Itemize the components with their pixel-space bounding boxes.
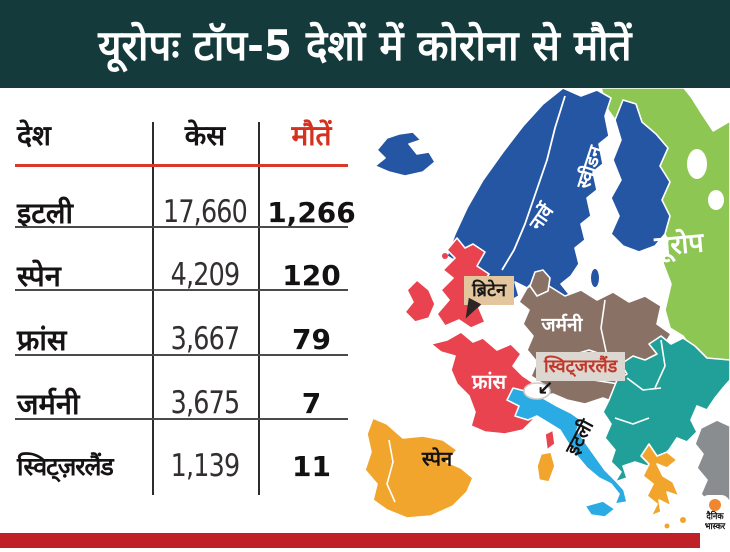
map-island-gotland [591, 269, 599, 287]
map-region-ireland [404, 279, 436, 323]
map-lake [687, 149, 707, 179]
bottom-red-bar [0, 533, 730, 548]
row-country: इटली [17, 195, 74, 230]
row-cases: 4,209 [170, 257, 240, 293]
logo-text-line2: भास्कर [704, 522, 726, 532]
map-lake [683, 88, 730, 132]
map-label-britain: ब्रिटेन [464, 276, 515, 305]
column-divider-1 [152, 122, 154, 495]
row-deaths: 79 [292, 322, 331, 356]
header-country: देश [17, 119, 51, 152]
header-cases: केस [184, 119, 226, 152]
map-region-spain [364, 417, 474, 519]
row-divider [15, 354, 348, 356]
map-label-spain: स्पेन [421, 446, 453, 471]
map-region-greece [640, 443, 680, 517]
map-lake [708, 190, 724, 210]
map-region-iceland [374, 131, 436, 177]
europe-map-svg [364, 87, 730, 539]
map-region-britain [436, 237, 490, 329]
title-bar: यूरोपः टॉप-5 देशों में कोरोना से मौतें [0, 0, 730, 88]
row-country: जर्मनी [17, 386, 80, 421]
map-region-denmark [529, 269, 551, 297]
row-country: स्विट्ज़रलैंड [17, 452, 114, 481]
row-divider [15, 289, 348, 291]
map-island [664, 523, 670, 529]
map-region-balkans [602, 335, 730, 483]
table-row: जर्मनी 3,675 7 [0, 381, 365, 425]
table-row: स्पेन 4,209 120 [0, 253, 365, 297]
row-deaths: 120 [282, 258, 341, 292]
logo-text-line1: दैनिक [706, 512, 724, 522]
map-border-portugal [386, 439, 396, 503]
table-row: स्विट्ज़रलैंड 1,139 11 [0, 444, 365, 488]
map-label-europe: यूरोप [653, 227, 705, 263]
map-island [680, 517, 686, 523]
map-border-norway-sweden [501, 95, 566, 271]
map-region-france [430, 331, 540, 435]
row-cases: 3,667 [170, 321, 240, 357]
dainik-bhaskar-logo: दैनिक भास्कर [700, 495, 730, 548]
row-divider [15, 226, 348, 228]
map-label-france: फ्रांस [471, 369, 507, 394]
map-region-switzerland [523, 382, 551, 400]
table-row: इटली 17,660 1,266 [0, 190, 365, 234]
map-region-finland [610, 99, 671, 253]
row-cases: 3,675 [170, 385, 240, 421]
row-deaths: 11 [292, 449, 331, 483]
row-country: स्पेन [17, 258, 61, 293]
switzerland-arrow-icon: ↙ [537, 376, 554, 400]
row-cases: 17,660 [162, 194, 248, 230]
map-region-sardinia [536, 451, 556, 483]
map-island [442, 253, 448, 259]
europe-map: नार्वे स्वीडन यूरोप जर्मनी फ्रांस स्पेन … [364, 87, 730, 548]
row-divider [15, 418, 348, 420]
header-underline [15, 164, 348, 167]
map-region-sicily [584, 500, 616, 518]
map-region-corsica [544, 429, 556, 451]
table-header-row: देश केस मौतें [0, 113, 365, 157]
sun-icon [709, 499, 721, 511]
row-deaths: 1,266 [267, 195, 356, 229]
header-deaths: मौतें [291, 119, 332, 152]
map-label-germany: जर्मनी [541, 314, 583, 336]
map-border-balkans [614, 339, 666, 425]
map-label-switzerland: स्विट्जरलैंड [536, 352, 626, 381]
map-region-italy [506, 387, 628, 505]
row-country: फ्रांस [17, 322, 67, 357]
row-deaths: 7 [301, 386, 322, 420]
table-row: फ्रांस 3,667 79 [0, 317, 365, 361]
page-title: यूरोपः टॉप-5 देशों में कोरोना से मौतें [98, 20, 632, 70]
column-divider-2 [258, 122, 260, 495]
stats-table: देश केस मौतें इटली 17,660 1,266 स्पेन 4,… [0, 88, 365, 533]
row-cases: 1,139 [170, 448, 240, 484]
